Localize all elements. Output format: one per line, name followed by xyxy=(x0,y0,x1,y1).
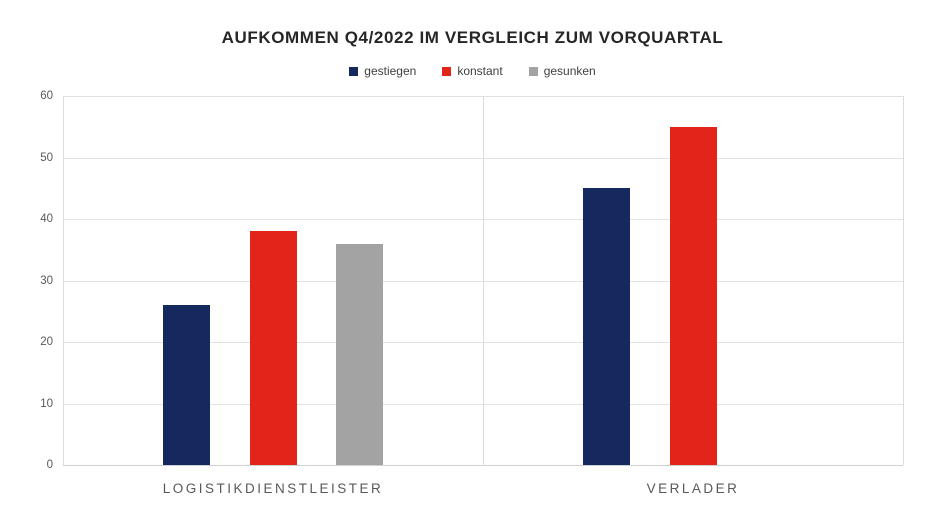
y-tick-label: 40 xyxy=(40,213,53,225)
y-axis-line xyxy=(63,96,64,465)
y-tick-label: 50 xyxy=(40,151,53,164)
category-label: LOGISTIKDIENSTLEISTER xyxy=(162,481,384,496)
bar-gesunken-0 xyxy=(336,243,383,465)
y-tick-label: 0 xyxy=(46,459,53,471)
plot-right-border xyxy=(903,96,904,465)
legend-item-gesunken: gesunken xyxy=(528,64,596,78)
legend-swatch-icon xyxy=(349,66,359,76)
legend: gestiegen konstant gesunken xyxy=(0,64,945,78)
legend-item-gestiegen: gestiegen xyxy=(349,64,416,78)
category-label: VERLADER xyxy=(646,481,740,496)
bar-konstant-0 xyxy=(249,231,297,465)
legend-item-konstant: konstant xyxy=(442,64,503,78)
legend-swatch-icon xyxy=(528,66,538,76)
y-tick-label: 30 xyxy=(40,274,53,287)
bar-gestiegen-1 xyxy=(583,188,630,465)
bar-konstant-1 xyxy=(669,126,717,465)
legend-label: gesunken xyxy=(543,64,596,78)
legend-swatch-icon xyxy=(442,66,452,76)
y-tick-label: 20 xyxy=(40,336,53,348)
chart-title: AUFKOMMEN Q4/2022 IM VERGLEICH ZUM VORQU… xyxy=(221,28,724,47)
bar-gestiegen-0 xyxy=(163,305,210,465)
legend-label: gestiegen xyxy=(364,64,417,78)
category-separator xyxy=(483,96,484,465)
legend-label: konstant xyxy=(457,64,503,78)
y-tick-label: 60 xyxy=(40,90,53,102)
x-axis-line xyxy=(63,465,903,466)
plot-area: 0 10 20 30 40 50 60 LOGISTIKDIENSTLEISTER VERLAD… xyxy=(40,90,904,496)
y-tick-label: 10 xyxy=(40,397,53,410)
